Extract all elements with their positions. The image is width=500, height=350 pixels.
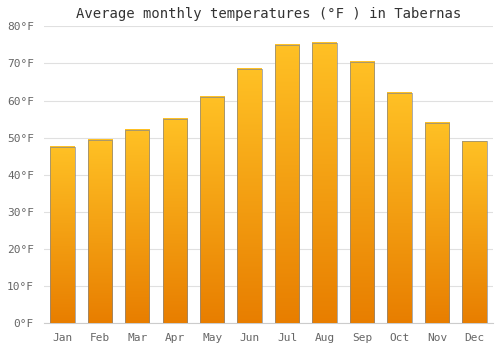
Bar bbox=[88, 140, 112, 323]
Bar bbox=[50, 147, 74, 323]
Bar bbox=[312, 43, 336, 323]
Bar bbox=[162, 119, 187, 323]
Bar bbox=[200, 97, 224, 323]
Bar bbox=[388, 93, 411, 323]
Bar bbox=[125, 130, 150, 323]
Title: Average monthly temperatures (°F ) in Tabernas: Average monthly temperatures (°F ) in Ta… bbox=[76, 7, 461, 21]
Bar bbox=[424, 123, 449, 323]
Bar bbox=[238, 69, 262, 323]
Bar bbox=[462, 141, 486, 323]
Bar bbox=[275, 45, 299, 323]
Bar bbox=[350, 62, 374, 323]
